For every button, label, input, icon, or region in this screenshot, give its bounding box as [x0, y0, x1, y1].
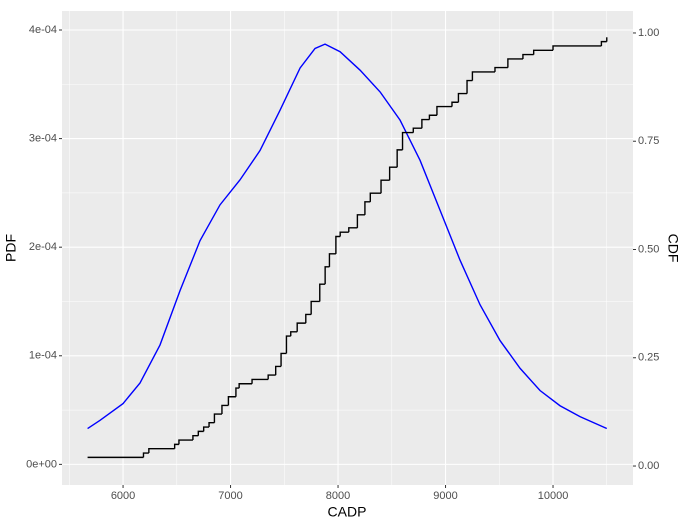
- cdf-step: [202, 426, 210, 432]
- cdf-step: [364, 201, 371, 215]
- cdf-step: [494, 66, 508, 72]
- cdf-step: [552, 45, 602, 51]
- y-tick-label: 2e-04: [29, 241, 57, 253]
- x-tick-label: 9000: [433, 490, 457, 502]
- cdf-step: [310, 300, 320, 315]
- cdf-step: [296, 322, 306, 332]
- cdf-step: [328, 253, 336, 267]
- y-tick-label: 1e-04: [29, 350, 57, 362]
- x-tick-label: 8000: [326, 490, 350, 502]
- cdf-step: [421, 118, 430, 129]
- cdf-step: [319, 283, 326, 302]
- y-axis-title: PDF: [3, 234, 19, 262]
- cdf-step: [532, 49, 554, 55]
- cdf-step: [356, 214, 365, 228]
- cdf-step: [213, 413, 222, 423]
- cdf-step: [339, 231, 349, 237]
- cdf-step: [522, 53, 534, 59]
- cdf-step: [285, 335, 291, 354]
- cdf-step: [178, 439, 193, 445]
- x-axis-title: CADP: [328, 504, 367, 520]
- cdf-step: [471, 71, 495, 81]
- cdf-step: [290, 331, 298, 337]
- x-tick-label: 6000: [111, 490, 135, 502]
- cdf-step: [396, 149, 403, 168]
- pdf-line: [87, 43, 608, 430]
- cdf-step: [466, 79, 473, 94]
- cdf-step: [436, 105, 452, 116]
- cdf-step: [380, 179, 390, 194]
- y-tick-label: 0e+00: [26, 458, 57, 470]
- cdf-step: [600, 40, 607, 46]
- cdf-step: [142, 452, 149, 458]
- cdf-step: [451, 101, 459, 107]
- y2-axis-title: CDF: [665, 234, 681, 263]
- cdf-step: [348, 227, 358, 233]
- cdf-step: [401, 131, 414, 150]
- x-tick-label: 10000: [538, 490, 569, 502]
- cdf-step: [507, 58, 523, 68]
- cdf-step: [221, 404, 229, 415]
- x-tick-label: 7000: [218, 490, 242, 502]
- y-tick-label: 3e-04: [29, 133, 57, 145]
- cdf-step: [412, 127, 422, 133]
- cdf-step: [428, 114, 437, 120]
- cdf-step: [173, 443, 179, 449]
- cdf-step: [324, 266, 330, 285]
- cdf-step: [197, 430, 204, 436]
- cdf-step: [148, 448, 175, 454]
- cdf-step: [235, 387, 240, 397]
- cdf-step: [335, 235, 341, 254]
- y-tick-label: 4e-04: [29, 24, 57, 36]
- cdf-step: [192, 435, 199, 441]
- cdf-step: [369, 192, 382, 202]
- cdf-step: [457, 92, 468, 103]
- cdf-step: [274, 365, 282, 376]
- cdf-step: [251, 378, 269, 384]
- cdf-step: [280, 352, 287, 367]
- cdf-step: [267, 374, 276, 380]
- y2-tick-label: 0.50: [638, 243, 659, 255]
- y2-tick-label: 0.00: [638, 460, 659, 472]
- cdf-step: [388, 166, 398, 181]
- y2-tick-label: 0.25: [638, 352, 659, 364]
- panel: [62, 11, 633, 485]
- y2-tick-label: 1.00: [638, 27, 659, 39]
- y2-tick-label: 0.75: [638, 135, 659, 147]
- cdf-step: [305, 313, 312, 324]
- cdf-step: [238, 383, 253, 389]
- cdf-step: [208, 422, 215, 428]
- cdf-step: [227, 396, 236, 406]
